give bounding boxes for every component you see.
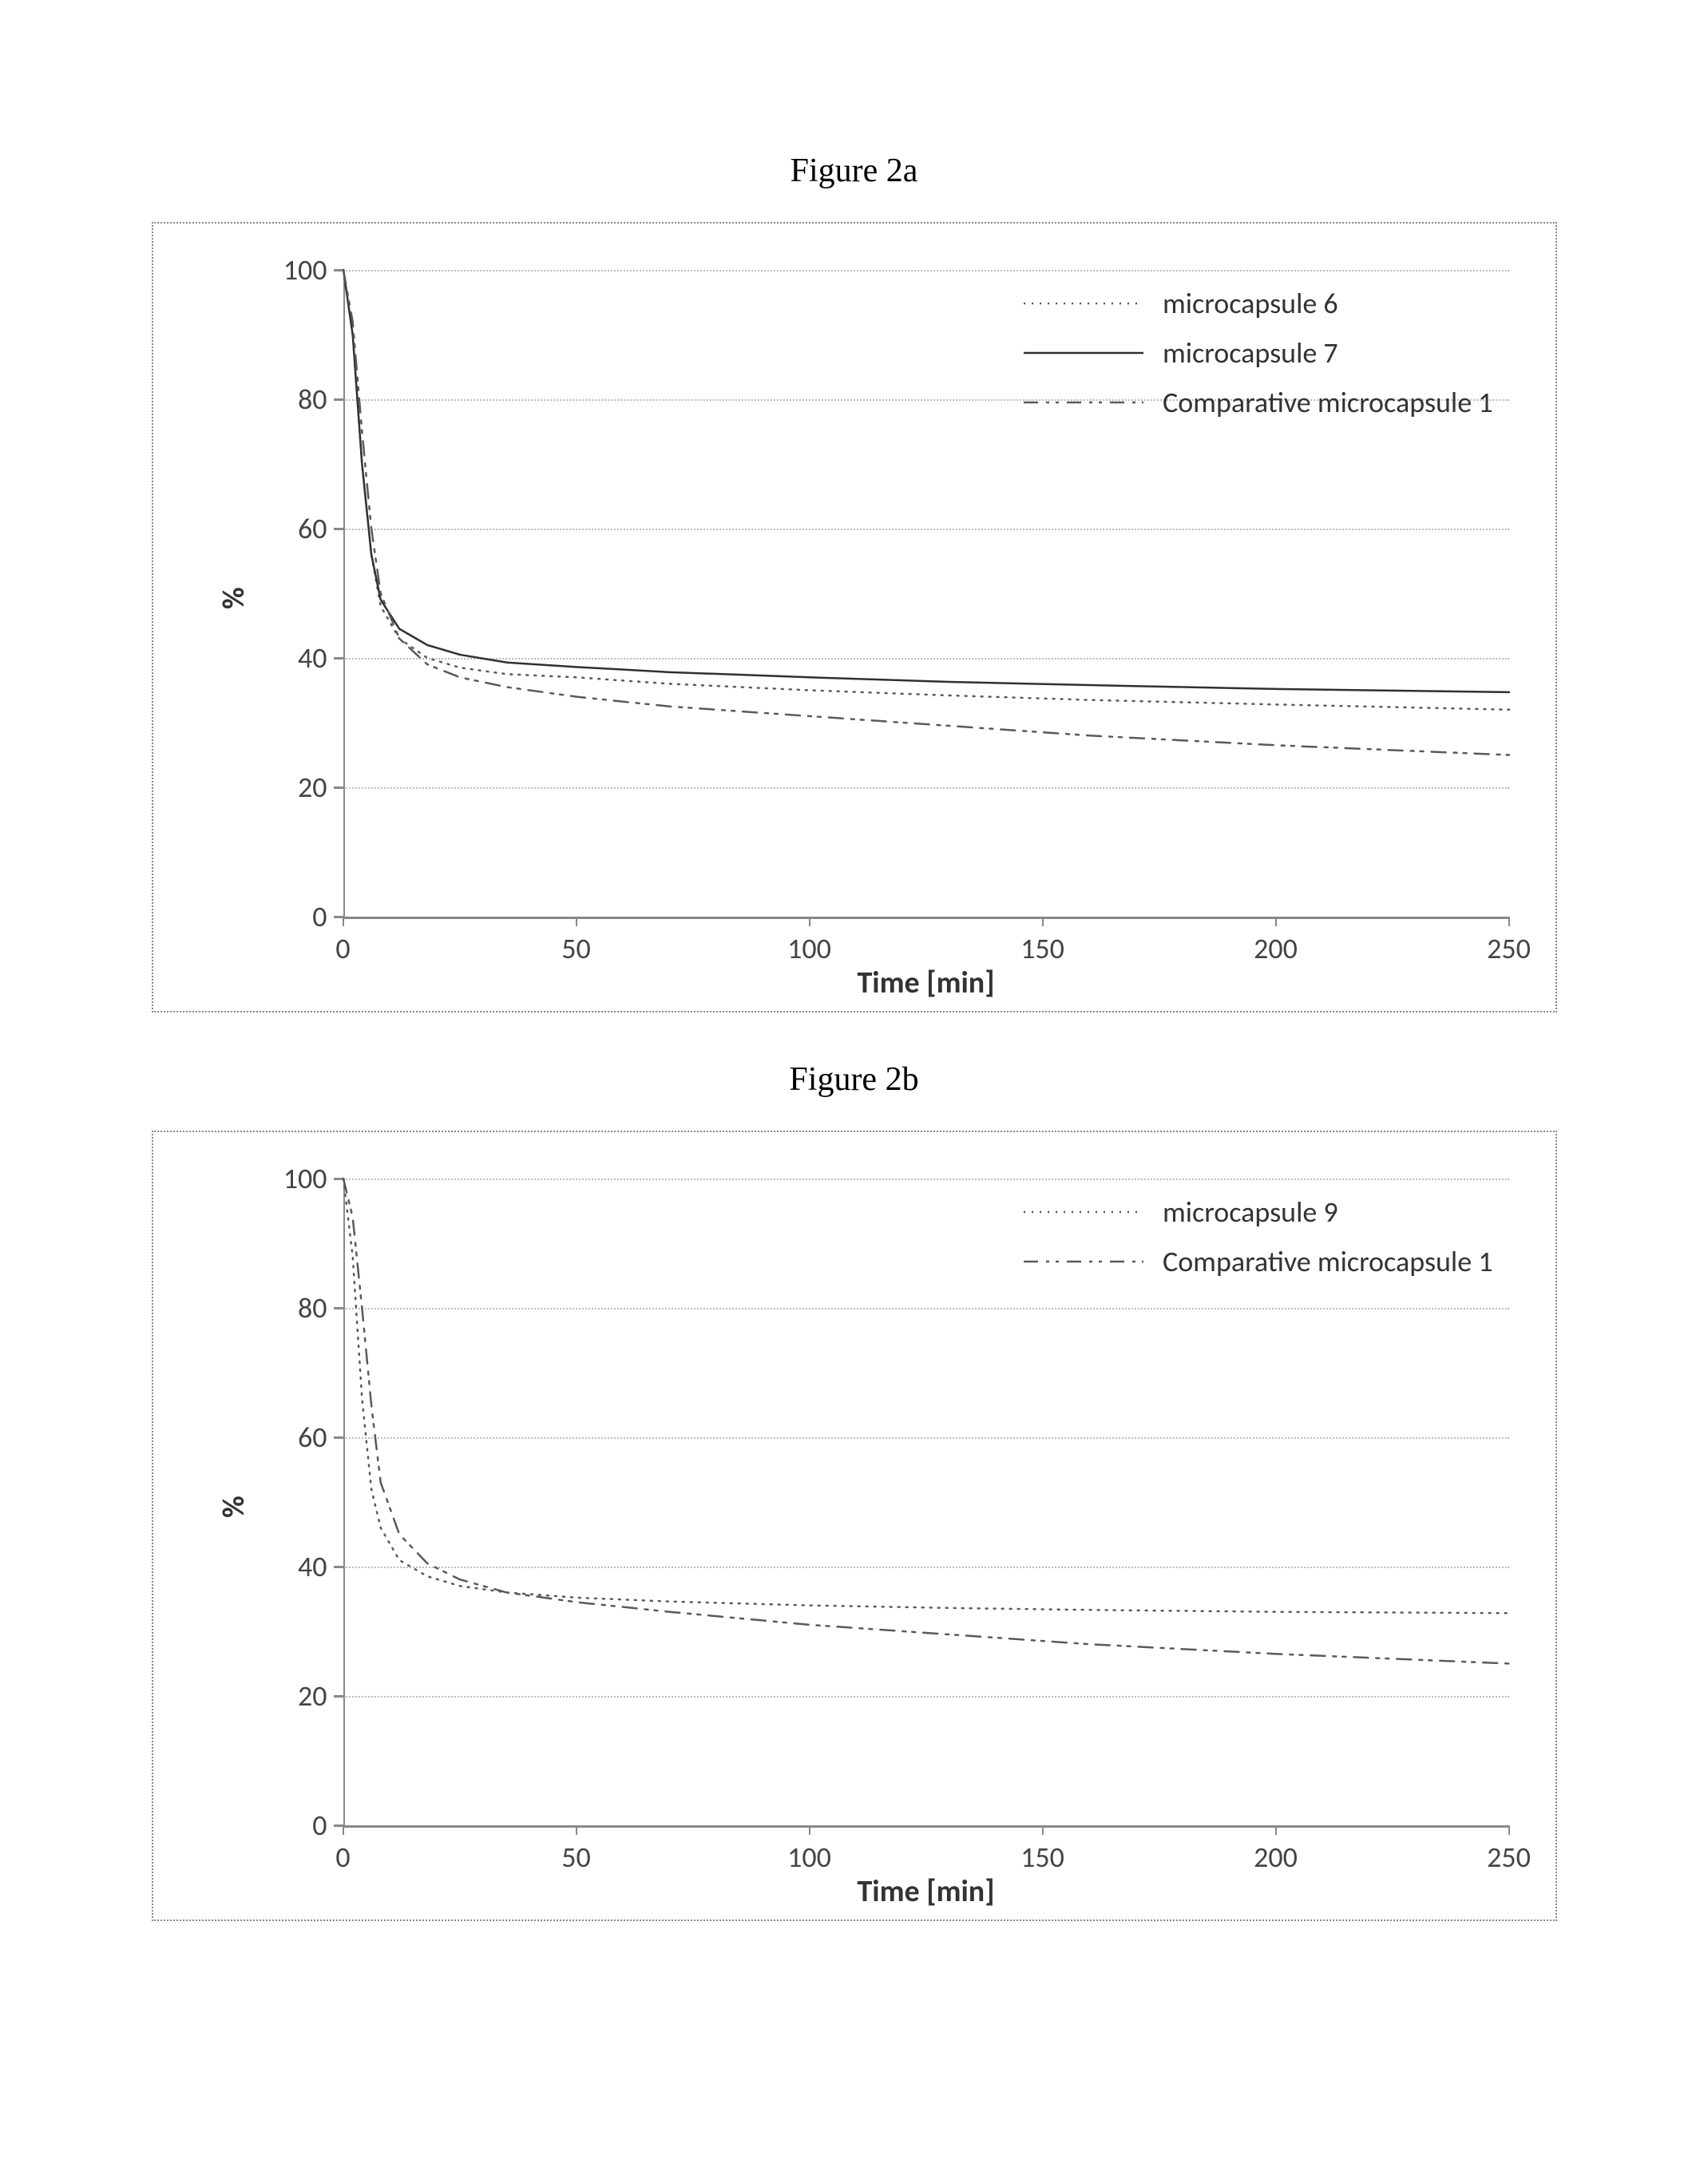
legend-swatch — [1024, 339, 1143, 367]
figure-b-title: Figure 2b — [144, 1060, 1564, 1099]
legend-item: microcapsule 9 — [1024, 1195, 1493, 1230]
page: Figure 2a 020406080100050100150200250%Ti… — [0, 0, 1708, 2183]
legend-label: Comparative microcapsule 1 — [1163, 1244, 1493, 1279]
legend-label: microcapsule 9 — [1163, 1195, 1338, 1230]
legend-label: Comparative microcapsule 1 — [1163, 385, 1493, 420]
legend: microcapsule 9 Comparative microcapsule 1 — [1024, 1195, 1493, 1294]
legend-swatch — [1024, 1247, 1143, 1276]
legend-swatch — [1024, 1198, 1143, 1226]
legend-item: Comparative microcapsule 1 — [1024, 385, 1493, 420]
figure-b-chart: 020406080100050100150200250%Time [min]mi… — [152, 1131, 1557, 1921]
legend-label: microcapsule 6 — [1163, 286, 1338, 321]
legend-item: microcapsule 6 — [1024, 286, 1493, 321]
figure-a-title: Figure 2a — [144, 152, 1564, 190]
legend-item: microcapsule 7 — [1024, 335, 1493, 370]
legend-swatch — [1024, 388, 1143, 417]
legend-item: Comparative microcapsule 1 — [1024, 1244, 1493, 1279]
legend-label: microcapsule 7 — [1163, 335, 1338, 370]
figure-a-chart: 020406080100050100150200250%Time [min]mi… — [152, 222, 1557, 1012]
legend: microcapsule 6 microcapsule 7 Comparative … — [1024, 286, 1493, 434]
legend-swatch — [1024, 289, 1143, 318]
